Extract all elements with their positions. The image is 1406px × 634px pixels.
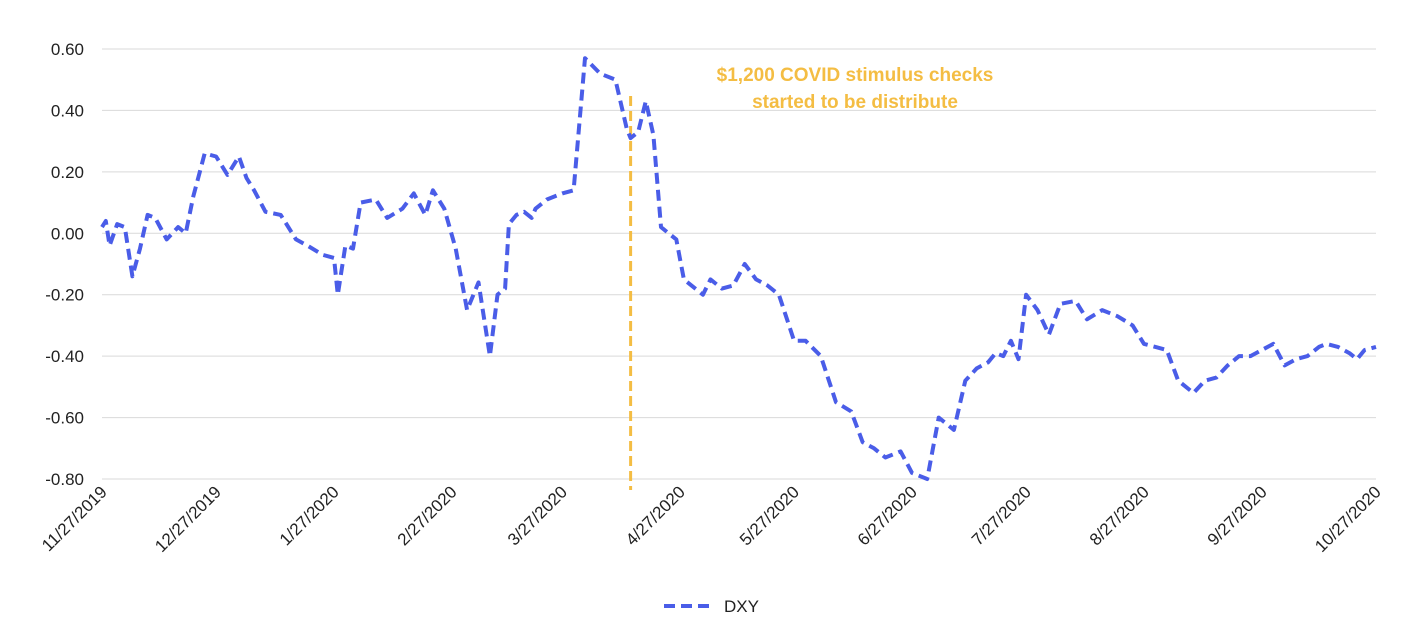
y-axis-tick-labels: 0.60 0.40 0.20 0.00 -0.20 -0.40 -0.60 -0.80 [45,40,84,489]
y-tick-label: 0.00 [51,224,84,243]
annotation-text-line1: $1,200 COVID stimulus checks [717,65,994,86]
x-tick-label: 8/27/2020 [1086,482,1153,549]
x-tick-label: 6/27/2020 [854,482,921,549]
x-tick-label: 3/27/2020 [504,482,571,549]
y-tick-label: -0.60 [45,409,84,428]
legend: DXY [664,597,759,616]
y-tick-label: 0.60 [51,40,84,59]
x-tick-label: 9/27/2020 [1204,482,1271,549]
y-tick-label: -0.40 [45,347,84,366]
y-tick-label: 0.40 [51,101,84,120]
y-tick-label: 0.20 [51,163,84,182]
x-tick-label: 10/27/2020 [1311,482,1385,556]
x-axis-tick-labels: 11/27/2019 12/27/2019 1/27/2020 2/27/2020 3/… [38,482,1385,556]
y-tick-label: -0.80 [45,470,84,489]
series-line-dxy [100,56,1377,481]
annotation-text-line2: started to be distribute [752,92,958,113]
x-tick-label: 7/27/2020 [968,482,1035,549]
x-tick-label: 1/27/2020 [276,482,343,549]
x-tick-label: 5/27/2020 [736,482,803,549]
x-tick-label: 12/27/2019 [151,482,225,556]
gridlines [102,48,1376,480]
x-tick-label: 11/27/2019 [38,482,111,555]
x-tick-label: 4/27/2020 [622,482,689,549]
x-tick-label: 2/27/2020 [394,482,461,549]
y-tick-label: -0.20 [45,286,84,305]
legend-label-dxy: DXY [724,597,759,616]
